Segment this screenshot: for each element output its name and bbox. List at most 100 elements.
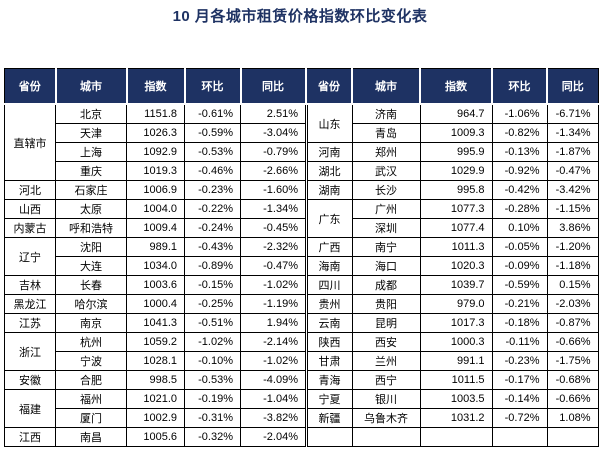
mom-change-cell: -0.92% [491, 161, 548, 181]
province-cell: 贵州 [306, 294, 353, 314]
mom-change-cell: -0.61% [184, 103, 241, 124]
mom-change-cell: -0.89% [184, 256, 241, 276]
city-cell: 海口 [351, 256, 421, 276]
city-cell: 天津 [55, 123, 127, 143]
table-row: 安徽 合肥 998.5 -0.53% -4.09% [4, 370, 306, 390]
yoy-change-cell: -1.87% [546, 142, 599, 162]
index-cell: 1004.0 [126, 199, 185, 219]
index-cell: 1003.5 [419, 389, 493, 409]
mom-change-cell: -0.13% [491, 142, 548, 162]
index-cell: 1000.3 [419, 332, 493, 352]
column-header: 城市 [55, 68, 128, 105]
index-cell: 1034.0 [126, 256, 185, 276]
table-row: 黑龙江 哈尔滨 1000.4 -0.25% -1.19% [4, 294, 306, 314]
province-cell: 山东 [306, 103, 353, 143]
index-cell: 989.1 [126, 237, 185, 257]
index-cell: 991.1 [419, 351, 493, 371]
mom-change-cell: -0.82% [491, 123, 548, 143]
province-cell [306, 427, 353, 447]
index-cell: 1017.3 [419, 313, 493, 333]
mom-change-cell: -1.02% [184, 332, 241, 352]
city-cell: 青岛 [351, 123, 421, 143]
city-cell: 上海 [55, 142, 127, 162]
mom-change-cell: -0.46% [184, 161, 241, 181]
city-cell: 合肥 [55, 370, 127, 390]
rental-index-table-left: 省份 城市 指数 环比 同比 直辖市 北京 1151.8 -0.61% 2.51% 天津 1026.… [4, 68, 307, 447]
city-cell: 南昌 [55, 427, 127, 447]
yoy-change-cell: -1.75% [546, 351, 599, 371]
city-cell: 沈阳 [55, 237, 127, 257]
province-cell: 江苏 [4, 313, 56, 333]
page-title: 10 月各城市租赁价格指数环比变化表 [172, 8, 428, 25]
column-header: 指数 [420, 68, 493, 105]
column-header: 环比 [492, 68, 548, 105]
yoy-change-cell: -2.04% [240, 427, 306, 447]
province-cell: 山西 [4, 199, 56, 219]
table-row: 广西 南宁 1011.3 -0.05% -1.20% [306, 237, 599, 257]
table-header: 省份 城市 指数 环比 同比 [4, 68, 307, 105]
yoy-change-cell: -2.66% [240, 161, 306, 181]
index-cell: 1092.9 [126, 142, 185, 162]
province-cell: 浙江 [4, 332, 56, 371]
index-cell: 1059.2 [126, 332, 185, 352]
index-cell: 1039.7 [419, 275, 493, 295]
yoy-change-cell: -3.42% [546, 180, 599, 200]
table-row: 宁波 1028.1 -0.10% -1.02% [5, 351, 306, 371]
yoy-change-cell: -6.71% [546, 103, 599, 124]
mom-change-cell: -0.09% [491, 256, 548, 276]
table-row: 河北 石家庄 1006.9 -0.23% -1.60% [4, 180, 306, 200]
column-header: 省份 [4, 68, 57, 105]
city-cell: 宁波 [55, 351, 127, 371]
mom-change-cell: -0.51% [184, 313, 241, 333]
city-cell: 呼和浩特 [55, 218, 127, 238]
city-cell: 厦门 [55, 408, 127, 428]
province-cell: 河南 [306, 142, 353, 162]
mom-change-cell: -0.23% [184, 180, 241, 200]
city-cell: 济南 [351, 103, 421, 124]
mom-change-cell: 0.10% [491, 218, 548, 238]
table-row: 海南 海口 1020.3 -0.09% -1.18% [306, 256, 599, 276]
city-cell: 西宁 [351, 370, 421, 390]
table-row: 厦门 1002.9 -0.31% -3.82% [5, 408, 306, 428]
index-cell: 995.9 [419, 142, 493, 162]
column-header: 环比 [184, 68, 242, 105]
column-header: 同比 [240, 68, 307, 105]
city-cell: 乌鲁木齐 [351, 408, 421, 428]
mom-change-cell: -0.17% [491, 370, 548, 390]
table-row: 湖南 长沙 995.8 -0.42% -3.42% [306, 180, 599, 200]
province-cell: 甘肃 [306, 351, 353, 371]
index-cell: 1041.3 [126, 313, 185, 333]
table-row: 吉林 长春 1003.6 -0.15% -1.02% [4, 275, 306, 295]
province-cell: 江西 [4, 427, 56, 447]
header-row: 省份 城市 指数 环比 同比 [4, 68, 307, 105]
index-cell: 1077.4 [419, 218, 493, 238]
table-row: 直辖市 北京 1151.8 -0.61% 2.51% [4, 103, 306, 181]
tables-container: 省份 城市 指数 环比 同比 直辖市 北京 1151.8 -0.61% 2.51% 天津 1026.… [4, 68, 599, 447]
table-row [306, 427, 599, 447]
city-cell: 长春 [55, 275, 127, 295]
yoy-change-cell [546, 427, 599, 447]
yoy-change-cell: -1.20% [546, 237, 599, 257]
index-cell: 1020.3 [419, 256, 493, 276]
province-cell: 广西 [306, 237, 353, 257]
table-row: 四川 成都 1039.7 -0.59% 0.15% [306, 275, 599, 295]
index-cell: 964.7 [419, 103, 493, 124]
table-row: 贵州 贵阳 979.0 -0.21% -2.03% [306, 294, 599, 314]
city-cell: 南京 [55, 313, 127, 333]
index-cell: 1003.6 [126, 275, 185, 295]
city-cell: 太原 [55, 199, 127, 219]
province-cell: 福建 [4, 389, 56, 428]
province-cell: 广东 [306, 199, 353, 238]
mom-change-cell: -1.06% [491, 103, 548, 124]
yoy-change-cell: -2.03% [546, 294, 599, 314]
city-cell: 石家庄 [55, 180, 127, 200]
mom-change-cell: -0.32% [184, 427, 241, 447]
table-body: 山东 济南 964.7 -1.06% -6.71% 青岛 1009.3 -0.82% -1.34… [306, 103, 599, 447]
column-header: 省份 [307, 68, 353, 105]
yoy-change-cell: -1.60% [240, 180, 306, 200]
mom-change-cell: -0.59% [491, 275, 548, 295]
yoy-change-cell: -0.66% [546, 332, 599, 352]
index-cell: 1011.3 [419, 237, 493, 257]
province-cell: 安徽 [4, 370, 56, 390]
yoy-change-cell: -0.47% [240, 256, 306, 276]
